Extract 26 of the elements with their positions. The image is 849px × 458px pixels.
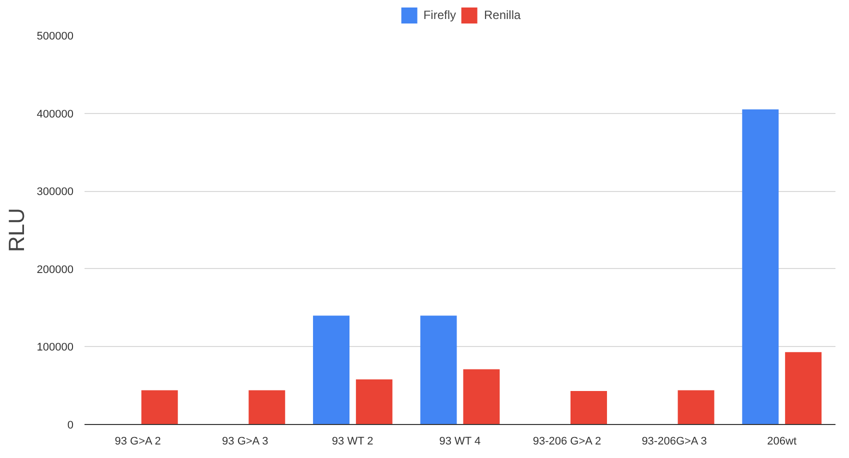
x-tick-label: 93 G>A 2 [114,436,161,448]
x-tick-label: 93 G>A 3 [222,436,268,448]
x-tick-label: 206wt [767,436,797,448]
y-tick-label: 400000 [36,108,74,120]
y-tick-label: 300000 [36,186,74,198]
bar [248,390,286,424]
bar [785,352,822,424]
bar [570,391,607,424]
bar [742,109,779,424]
legend-label: Renilla [484,8,521,22]
bar [463,369,500,424]
x-tick-label: 93-206 G>A 2 [532,436,602,448]
bar [141,390,178,424]
y-tick-label: 200000 [36,264,74,276]
y-axis-title: RLU [4,208,29,252]
x-tick-label: 93 WT 4 [439,436,481,448]
legend-label: Firefly [423,8,456,22]
y-tick-label: 500000 [36,30,74,42]
bar [420,316,457,424]
bar [356,379,392,424]
x-tick-label: 93 WT 2 [332,436,374,448]
y-tick-label: 0 [67,420,74,432]
x-tick-label: 93-206G>A 3 [642,436,707,448]
bar [313,316,350,424]
y-tick-label: 100000 [36,342,74,354]
bar [678,390,714,424]
